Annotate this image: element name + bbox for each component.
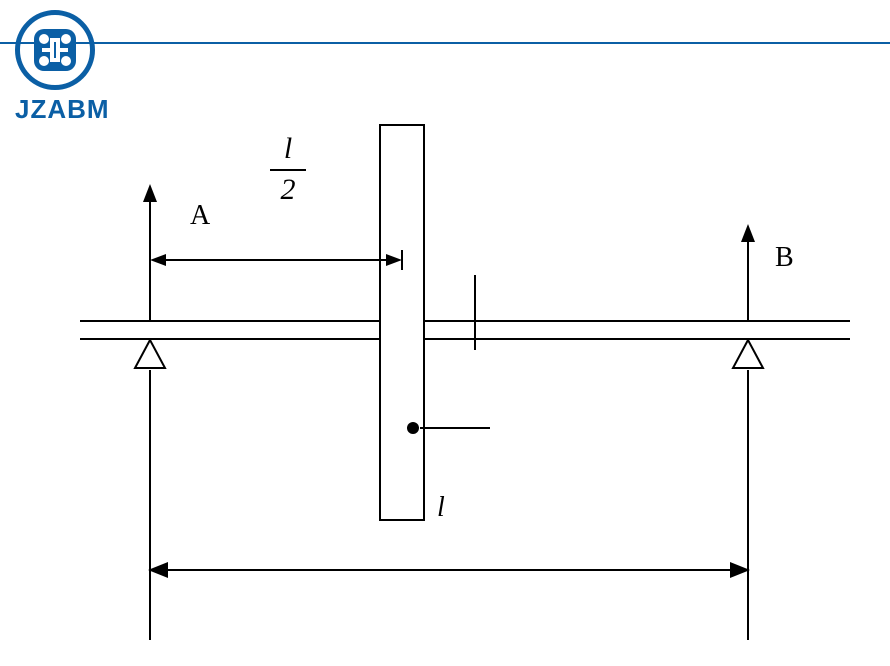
frac-den: 2 [270, 173, 306, 208]
support-A-triangle [135, 340, 165, 368]
frac-bar [270, 169, 306, 171]
label-l: l [437, 492, 445, 524]
diagram-svg [60, 100, 850, 660]
label-l-over-2: l 2 [270, 132, 306, 207]
label-B: B [775, 242, 794, 274]
support-B-triangle [733, 340, 763, 368]
reaction-A-arrowhead [143, 184, 157, 202]
label-A: A [190, 200, 210, 232]
header-rule [0, 42, 890, 44]
frac-num: l [270, 132, 306, 167]
reaction-B-arrowhead [741, 224, 755, 242]
disc-rect [380, 125, 424, 520]
logo-icon [15, 10, 95, 90]
center-dot [407, 422, 419, 434]
dim-half-arrow-l [150, 254, 166, 266]
beam-diagram: A B l l 2 [60, 100, 850, 640]
